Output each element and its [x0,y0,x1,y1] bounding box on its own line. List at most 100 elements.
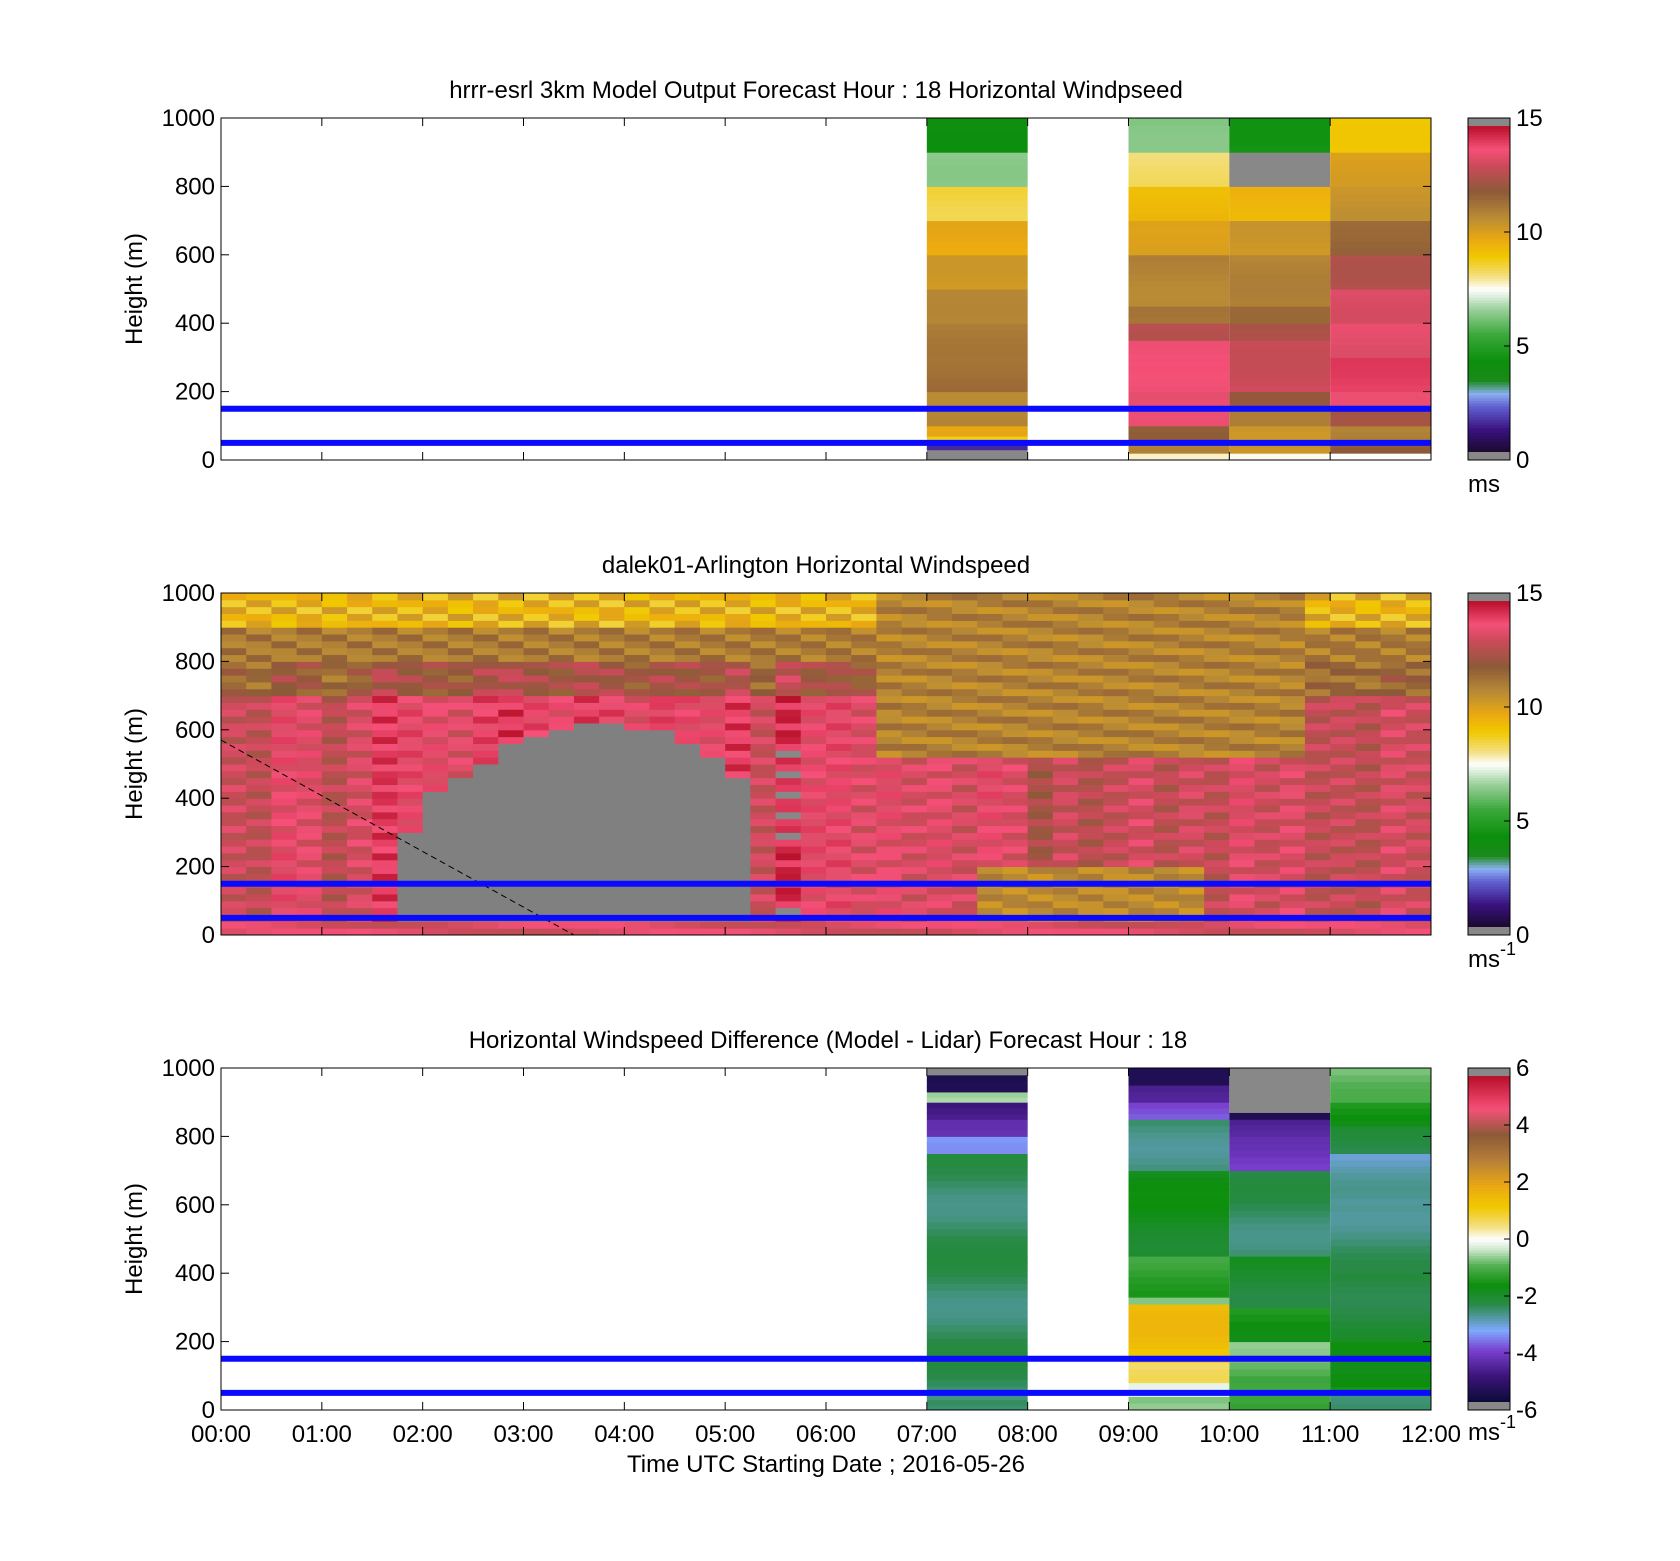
heatmap-cell [296,928,323,936]
colorbar-tick-label: 6 [1516,1055,1529,1082]
heatmap-cell [1355,791,1382,799]
heatmap-cell [447,627,474,635]
colorbar-swatch [1468,1301,1510,1305]
colorbar-swatch [1468,739,1510,743]
heatmap-cell [548,873,575,881]
heatmap-cell [1078,852,1104,861]
heatmap-cell [1229,1229,1331,1237]
heatmap-cell [1103,907,1129,915]
colorbar-swatch [1468,335,1510,339]
heatmap-cell [1229,372,1331,380]
heatmap-cell [1153,695,1180,703]
heatmap-cell [1204,681,1230,690]
heatmap-cell [1052,757,1079,765]
heatmap-cell [221,832,247,840]
heatmap-cell [1330,200,1431,208]
heatmap-cell [800,873,827,881]
heatmap-cell [1229,1125,1331,1132]
heatmap-cell [800,593,827,601]
heatmap-cell [296,832,323,840]
heatmap-cell [1178,770,1205,779]
heatmap-cell [876,784,903,792]
heatmap-cell [1178,627,1205,635]
heatmap-cell [1078,722,1104,731]
heatmap-cell [826,599,852,608]
heatmap-cell [1204,627,1230,635]
heatmap-cell [498,613,524,621]
heatmap-cell [876,900,903,909]
heatmap-cell [699,606,726,615]
heatmap-cell [1330,448,1431,454]
colorbar-swatch [1468,815,1510,819]
heatmap-cell [321,818,348,827]
heatmap-cell [826,784,852,792]
heatmap-cell [926,825,953,833]
heatmap-cell [1128,254,1230,262]
heatmap-cell [372,846,398,854]
heatmap-cell [1178,606,1205,615]
colorbar-swatch [1468,1122,1510,1126]
heatmap-cell [1128,1210,1230,1218]
heatmap-cell [599,654,625,662]
heatmap-cell [926,302,1028,311]
heatmap-cell [1002,640,1029,649]
heatmap-cell [649,859,676,868]
heatmap-cell [296,777,323,786]
heatmap-cell [624,675,651,683]
heatmap-cell [599,852,625,861]
colorbar-swatch [1468,389,1510,393]
heatmap-cell [926,1215,1028,1223]
colorbar-swatch [1468,400,1510,404]
heatmap-cell [750,743,777,751]
colorbar-swatch [1468,636,1510,640]
heatmap-cell [1355,627,1382,635]
heatmap-cell [1178,593,1205,601]
colorbar-tick-label: 5 [1516,808,1529,835]
heatmap-cell [599,887,625,895]
heatmap-cell [1204,599,1230,608]
heatmap-cell [397,805,424,813]
colorbar-swatch [1468,446,1510,450]
heatmap-cell [599,627,625,635]
colorbar-swatch [1468,153,1510,157]
heatmap-cell [548,757,575,765]
heatmap-cell [750,620,777,628]
heatmap-cell [1153,859,1180,868]
heatmap-cell [1229,334,1331,341]
heatmap-cell [649,750,676,758]
colorbar-swatch [1468,918,1510,923]
heatmap-cell [296,818,323,827]
heatmap-cell [1178,818,1205,827]
heatmap-cell [246,627,272,635]
heatmap-cell [1204,798,1230,806]
heatmap-cell [422,825,449,833]
heatmap-cell [1304,722,1331,731]
heatmap-cell [775,695,802,703]
heatmap-cell [397,859,424,868]
heatmap-cell [1128,764,1155,772]
heatmap-cell [447,866,474,874]
heatmap-cell [1405,716,1432,724]
heatmap-cell [1002,811,1029,820]
heatmap-cell [1002,647,1029,656]
heatmap-cell [347,921,373,929]
heatmap-cell [926,647,953,656]
heatmap-cell [1027,928,1054,936]
heatmap-cell [750,770,777,779]
heatmap-cell [1103,818,1129,827]
heatmap-cell [1254,634,1281,642]
heatmap-cell [977,606,1003,615]
heatmap-cell [548,928,575,936]
heatmap-cell [397,668,424,676]
heatmap-cell [1304,613,1331,621]
heatmap-cell [674,599,701,608]
heatmap-cell [750,654,777,662]
heatmap-cell [1229,145,1331,153]
heatmap-cell [397,722,424,731]
heatmap-cell [1027,846,1054,854]
heatmap-cell [548,640,575,649]
heatmap-cell [926,620,953,628]
heatmap-cell [800,791,827,799]
heatmap-cell [372,702,398,710]
heatmap-cell [851,893,877,902]
